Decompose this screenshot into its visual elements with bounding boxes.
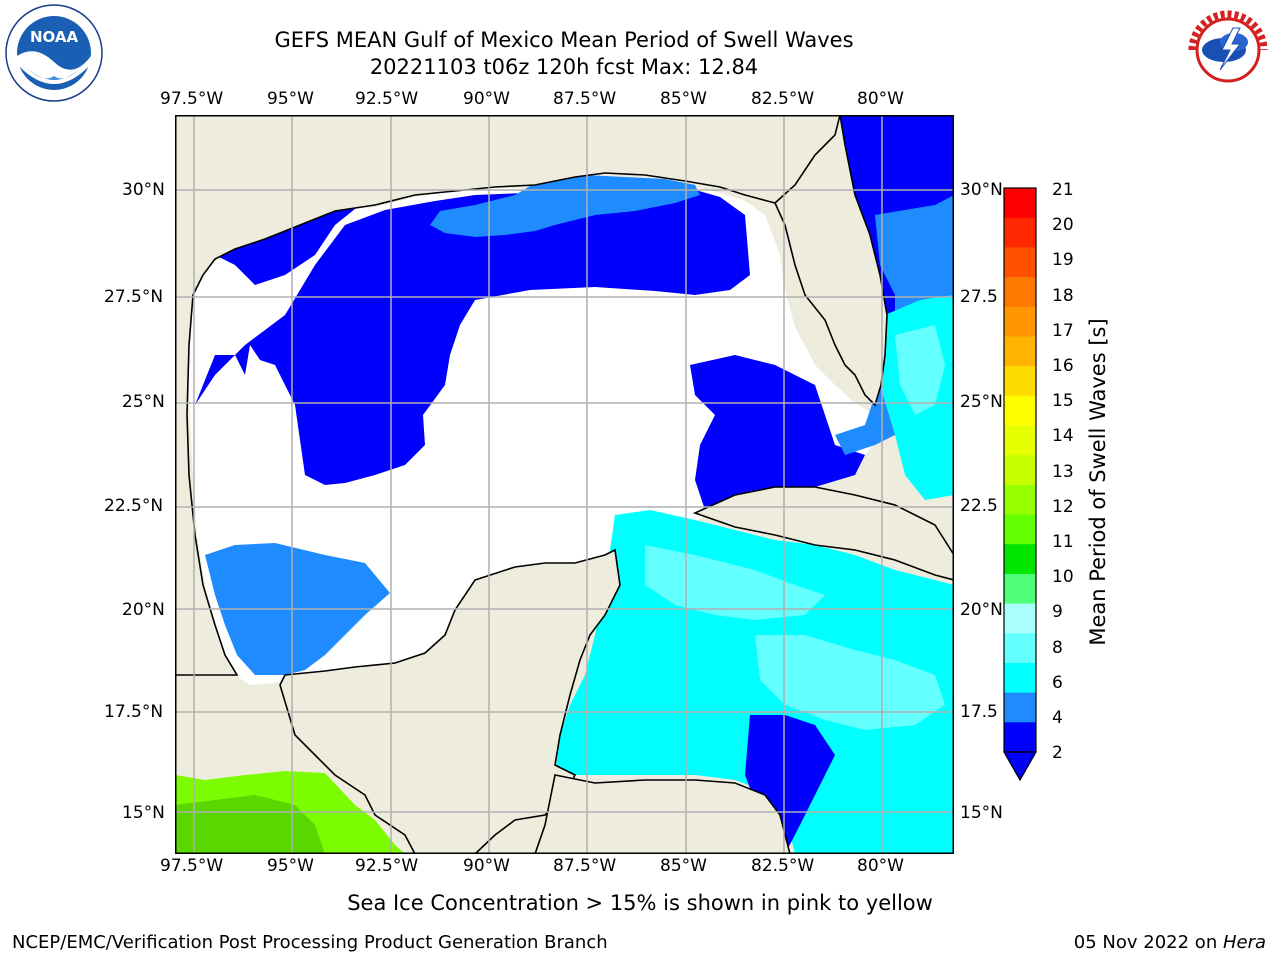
lon-label-bottom: 87.5°W: [553, 856, 617, 876]
lat-label-right: 25°N: [960, 392, 1003, 412]
colorbar-label: Mean Period of Swell Waves [s]: [1086, 318, 1110, 646]
colorbar-tick: 11: [1052, 532, 1074, 552]
graticule: [175, 115, 954, 854]
colorbar-tick: 20: [1052, 215, 1074, 235]
map-frame: [175, 115, 954, 854]
lon-label-bottom: 90°W: [463, 856, 510, 876]
lat-label-right: 17.5: [960, 702, 998, 722]
colorbar-tick: 17: [1052, 321, 1074, 341]
credit-text: NCEP/EMC/Verification Post Processing Pr…: [12, 932, 608, 953]
lon-label-top: 95°W: [267, 89, 314, 109]
map-title-line1: GEFS MEAN Gulf of Mexico Mean Period of …: [274, 28, 854, 52]
colorbar-tick: 16: [1052, 356, 1074, 376]
lat-label-left: 30°N: [122, 180, 165, 200]
sea-ice-note: Sea Ice Concentration > 15% is shown in …: [347, 891, 933, 915]
lon-label-top: 80°W: [857, 89, 904, 109]
colorbar-tick: 21: [1052, 180, 1074, 200]
lat-label-left: 20°N: [122, 600, 165, 620]
colorbar-segment: [1004, 692, 1036, 723]
swell-zone-2-4s: [690, 355, 865, 510]
us-gulf-coast: [175, 115, 841, 676]
lat-label-right: 22.5: [960, 496, 998, 516]
colorbar-segment: [1004, 336, 1036, 367]
swell-zone-6-8s: [555, 510, 954, 854]
colorbar-tick: 12: [1052, 497, 1074, 517]
colorbar-tick: 19: [1052, 250, 1074, 270]
colorbar-segment: [1004, 722, 1036, 753]
colorbar-tick: 14: [1052, 426, 1074, 446]
nws-logo: [1178, 0, 1278, 100]
swell-zone-8-9s: [645, 545, 825, 620]
colorbar-segment: [1004, 633, 1036, 664]
svg-text:NOAA: NOAA: [30, 28, 79, 46]
yucatan-peninsula: [279, 548, 621, 854]
central-america: [534, 774, 791, 854]
lon-label-bottom: 95°W: [267, 856, 314, 876]
swell-zone-8-9s: [895, 325, 945, 415]
colorbar-tick: 18: [1052, 286, 1074, 306]
colorbar-extend-arrow: [1002, 751, 1038, 782]
colorbar-segment: [1004, 425, 1036, 456]
swell-zone-2-4s: [195, 181, 750, 485]
colorbar-segment: [1004, 484, 1036, 516]
machine-name: Hera: [1222, 932, 1266, 953]
lat-label-right: 30°N: [960, 180, 1003, 200]
lon-label-top: 82.5°W: [751, 89, 815, 109]
colorbar-tick: 6: [1052, 673, 1063, 693]
lon-label-top: 97.5°W: [160, 89, 224, 109]
colorbar-segment: [1004, 544, 1036, 575]
lon-label-bottom: 80°W: [857, 856, 904, 876]
map-title-line2: 20221103 t06z 120h fcst Max: 12.84: [369, 55, 759, 79]
colorbar-tick: 15: [1052, 391, 1074, 411]
cuba-island: [692, 486, 954, 581]
lat-label-right: 15°N: [960, 803, 1003, 823]
swell-zone-11-13s: [175, 795, 325, 854]
lon-label-bottom: 92.5°W: [355, 856, 419, 876]
colorbar-segment: [1004, 603, 1036, 634]
colorbar-segment: [1004, 217, 1036, 248]
colorbar-segment: [1004, 514, 1036, 545]
lon-label-bottom: 82.5°W: [751, 856, 815, 876]
lat-label-left: 27.5°N: [104, 287, 164, 307]
colorbar-segment: [1004, 188, 1036, 219]
colorbar-segment: [1004, 455, 1036, 486]
lat-label-right: 27.5: [960, 287, 998, 307]
lon-label-bottom: 97.5°W: [160, 856, 224, 876]
colorbar-tick: 8: [1052, 638, 1063, 658]
colorbar-tick: 2: [1052, 743, 1063, 763]
lon-label-top: 92.5°W: [355, 89, 419, 109]
florida-peninsula: [774, 115, 888, 407]
colorbar-tick: 13: [1052, 462, 1074, 482]
lat-label-left: 22.5°N: [104, 496, 164, 516]
colorbar: [1000, 186, 1040, 782]
date-text: 05 Nov 2022 on: [1073, 932, 1223, 953]
lat-label-left: 25°N: [122, 392, 165, 412]
swell-zone-8-9s: [755, 635, 945, 730]
colorbar-segment: [1004, 247, 1036, 278]
colorbar-tick: 9: [1052, 602, 1063, 622]
lon-label-top: 85°W: [660, 89, 707, 109]
colorbar-segment: [1004, 277, 1036, 308]
lat-label-right: 20°N: [960, 600, 1003, 620]
date-stamp: 05 Nov 2022 on Hera: [1074, 932, 1266, 953]
colorbar-tick: 4: [1052, 708, 1063, 728]
colorbar-tick: 10: [1052, 567, 1074, 587]
lon-label-bottom: 85°W: [660, 856, 707, 876]
map-panel: [175, 115, 954, 854]
lat-label-left: 15°N: [122, 803, 165, 823]
colorbar-segment: [1004, 306, 1036, 337]
noaa-logo: NOAA: [5, 4, 103, 102]
lon-label-top: 87.5°W: [553, 89, 617, 109]
colorbar-frame: [1003, 187, 1037, 753]
lat-label-left: 17.5°N: [104, 702, 164, 722]
colorbar-segment: [1004, 573, 1036, 605]
colorbar-segment: [1004, 366, 1036, 397]
lon-label-top: 90°W: [463, 89, 510, 109]
colorbar-segment: [1004, 395, 1036, 426]
colorbar-segment: [1004, 662, 1036, 694]
